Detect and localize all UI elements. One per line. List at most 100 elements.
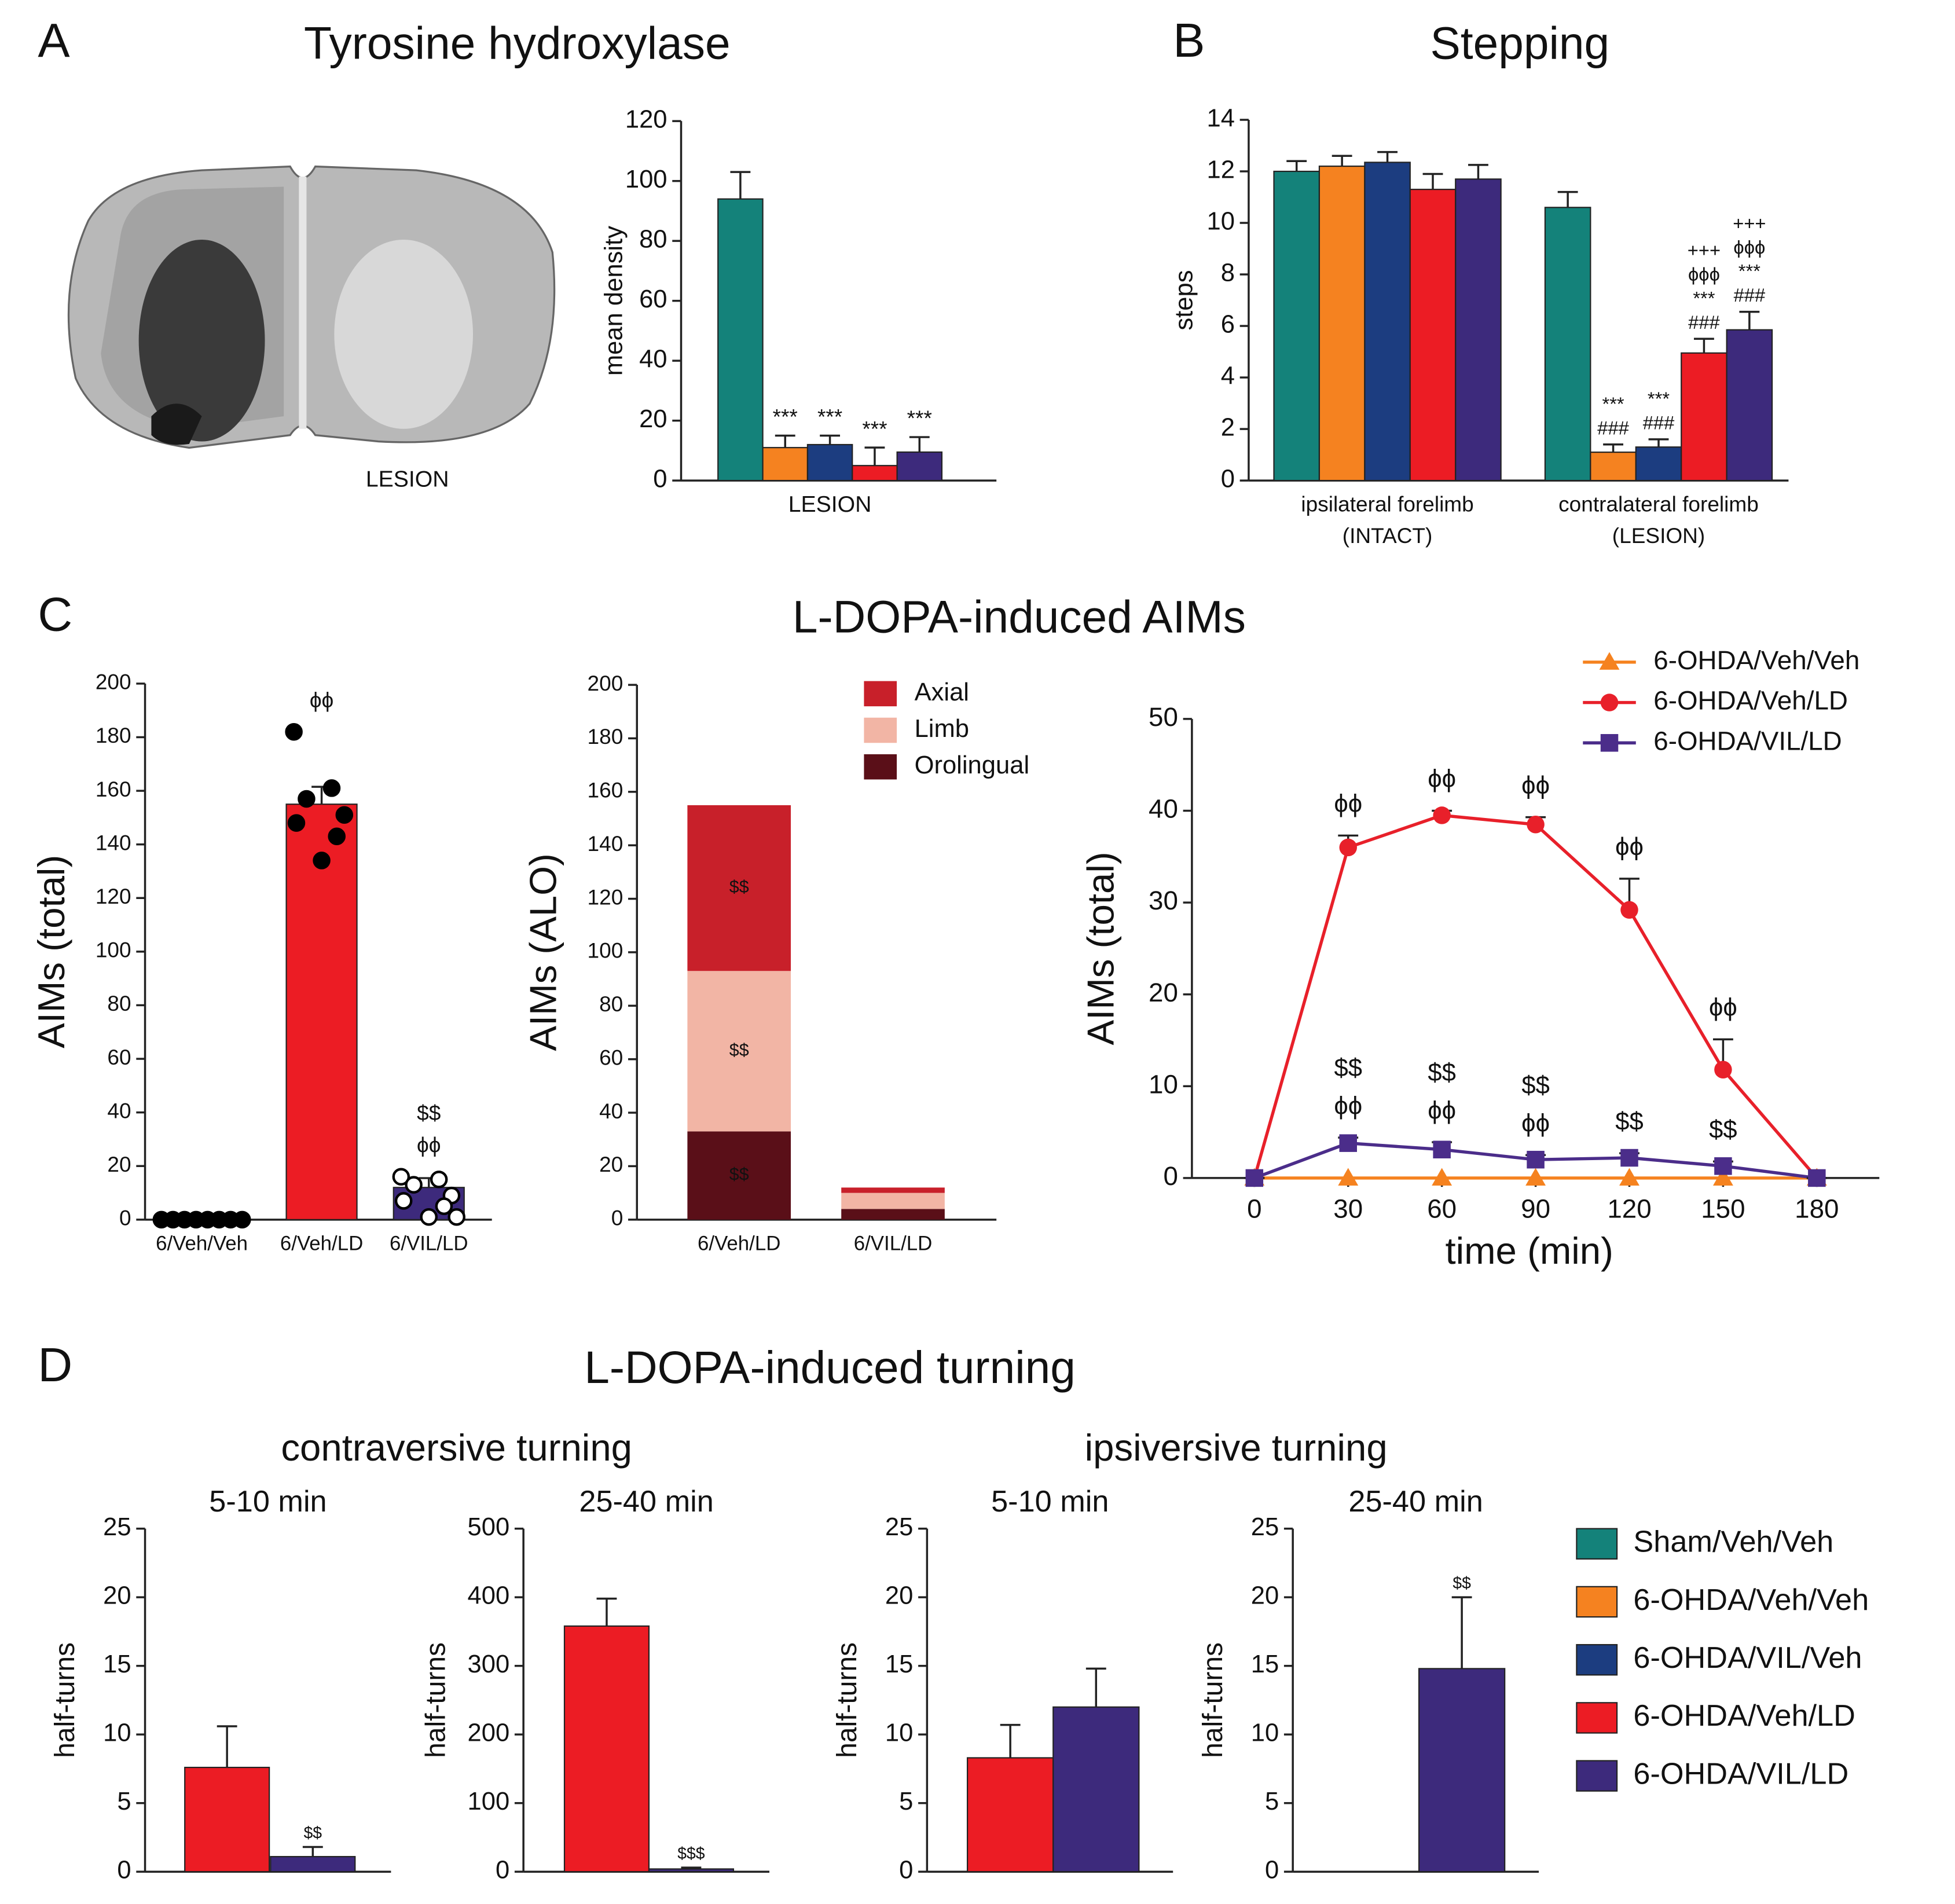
legend-swatch <box>1576 1702 1618 1734</box>
bar-segment <box>841 1193 945 1209</box>
left-nucleus <box>151 403 202 445</box>
y-tick-label: 100 <box>588 938 623 963</box>
legend-label: 6-OHDA/Veh/Veh <box>1653 645 1859 675</box>
annotation: *** <box>1648 388 1670 409</box>
y-tick-label: 80 <box>639 226 667 254</box>
x-tick-label: 6/Veh/LD <box>698 1232 780 1255</box>
y-tick-label: 25 <box>1251 1513 1279 1541</box>
y-axis-label: AIMs (ALO) <box>522 853 564 1051</box>
y-axis-label: mean density <box>600 226 628 376</box>
data-point <box>328 827 346 846</box>
annotation: *** <box>907 406 932 430</box>
legend-swatch <box>864 754 897 780</box>
y-tick-label: 0 <box>1265 1857 1279 1884</box>
y-axis-label: half-turns <box>1198 1642 1228 1758</box>
data-point <box>285 722 303 741</box>
annotation: $$ <box>1709 1116 1737 1144</box>
y-tick-label: 5 <box>1265 1788 1279 1815</box>
annotation: ϕϕ <box>1615 833 1644 861</box>
annotation: $$ <box>729 1040 749 1060</box>
y-tick-label: 6 <box>1221 311 1235 339</box>
data-point <box>1432 1168 1453 1186</box>
x-axis-label: time (min) <box>1445 1230 1613 1272</box>
bar <box>1455 178 1502 482</box>
legend-label: Axial <box>915 678 969 706</box>
annotation: ϕϕ <box>417 1133 441 1157</box>
y-tick-label: 12 <box>1206 156 1234 184</box>
annotation: +++ <box>1688 240 1721 261</box>
chart-title: 5-10 min <box>991 1485 1109 1518</box>
y-tick-label: 180 <box>588 724 623 749</box>
y-tick-label: 0 <box>653 465 667 493</box>
data-point <box>1712 1168 1733 1186</box>
annotation: ϕϕϕ <box>1733 236 1765 258</box>
annotation: $$ <box>729 1165 749 1184</box>
annotation: *** <box>1693 287 1715 309</box>
image-label: LESION <box>366 467 449 491</box>
data-point <box>298 790 316 808</box>
right-striatum <box>334 239 474 429</box>
legend-swatch <box>1576 1760 1618 1792</box>
y-axis-label: half-turns <box>50 1642 80 1758</box>
x-tick-label: LESION <box>788 492 872 517</box>
bar <box>270 1856 356 1873</box>
data-point <box>1808 1169 1826 1187</box>
data-point <box>430 1171 448 1188</box>
legend-label: 6-OHDA/Veh/LD <box>1653 686 1848 716</box>
y-tick-label: 14 <box>1206 105 1234 133</box>
annotation: ϕϕ <box>1428 1096 1456 1124</box>
data-point <box>1433 1140 1451 1159</box>
y-tick-label: 40 <box>1149 794 1178 824</box>
y-tick-label: 25 <box>103 1513 131 1541</box>
y-tick-label: 120 <box>96 884 131 908</box>
bar-segment <box>841 1187 945 1193</box>
panel-letter: B <box>1173 13 1205 67</box>
data-point <box>1338 1168 1359 1186</box>
bar <box>648 1868 735 1873</box>
y-tick-label: 2 <box>1221 414 1235 442</box>
y-tick-label: 140 <box>96 830 131 854</box>
data-point <box>1620 901 1638 919</box>
bar-segment <box>841 1209 945 1220</box>
y-tick-label: 0 <box>496 1857 509 1884</box>
panel-title: Tyrosine hydroxylase <box>304 17 731 68</box>
y-tick-label: 200 <box>96 670 131 694</box>
y-tick-label: 20 <box>885 1582 913 1610</box>
legend-label: 6-OHDA/Veh/LD <box>1633 1699 1855 1733</box>
y-tick-label: 0 <box>899 1857 913 1884</box>
group-title: ipsiversive turning <box>1085 1426 1388 1469</box>
x-tick-label: 6/Veh/LD <box>280 1232 363 1255</box>
data-point <box>435 1197 453 1215</box>
data-point <box>1433 806 1451 824</box>
x-tick-label: 90 <box>1521 1194 1550 1224</box>
bar <box>966 1757 1054 1873</box>
annotation: *** <box>817 405 842 429</box>
y-tick-label: 0 <box>611 1206 623 1230</box>
y-tick-label: 0 <box>1163 1161 1178 1191</box>
panel-title: L-DOPA-induced AIMs <box>793 592 1246 643</box>
y-tick-label: 0 <box>1221 465 1235 493</box>
bar <box>1409 189 1457 482</box>
x-tick-label: 0 <box>1247 1194 1261 1224</box>
annotation: ### <box>1597 417 1629 438</box>
bar-segment <box>687 805 791 971</box>
y-tick-label: 100 <box>96 938 131 962</box>
bar-segment <box>687 1131 791 1220</box>
legend-label: Orolingual <box>915 751 1030 779</box>
y-tick-label: 50 <box>1149 702 1178 732</box>
y-tick-label: 160 <box>96 777 131 801</box>
y-tick-label: 15 <box>885 1650 913 1678</box>
bar <box>1364 162 1411 482</box>
panel-letter: A <box>38 13 70 67</box>
annotation: ϕϕϕ <box>1688 263 1720 285</box>
annotation: ϕϕ <box>1334 1092 1362 1120</box>
y-tick-label: 20 <box>639 405 667 433</box>
legend-label: 6-OHDA/VIL/Veh <box>1633 1641 1862 1675</box>
annotation: ϕϕ <box>1334 790 1362 818</box>
annotation: $$ <box>304 1824 322 1842</box>
y-tick-label: 60 <box>639 285 667 313</box>
y-tick-label: 20 <box>1251 1582 1279 1610</box>
y-tick-label: 200 <box>468 1719 510 1747</box>
y-tick-label: 0 <box>117 1857 131 1884</box>
